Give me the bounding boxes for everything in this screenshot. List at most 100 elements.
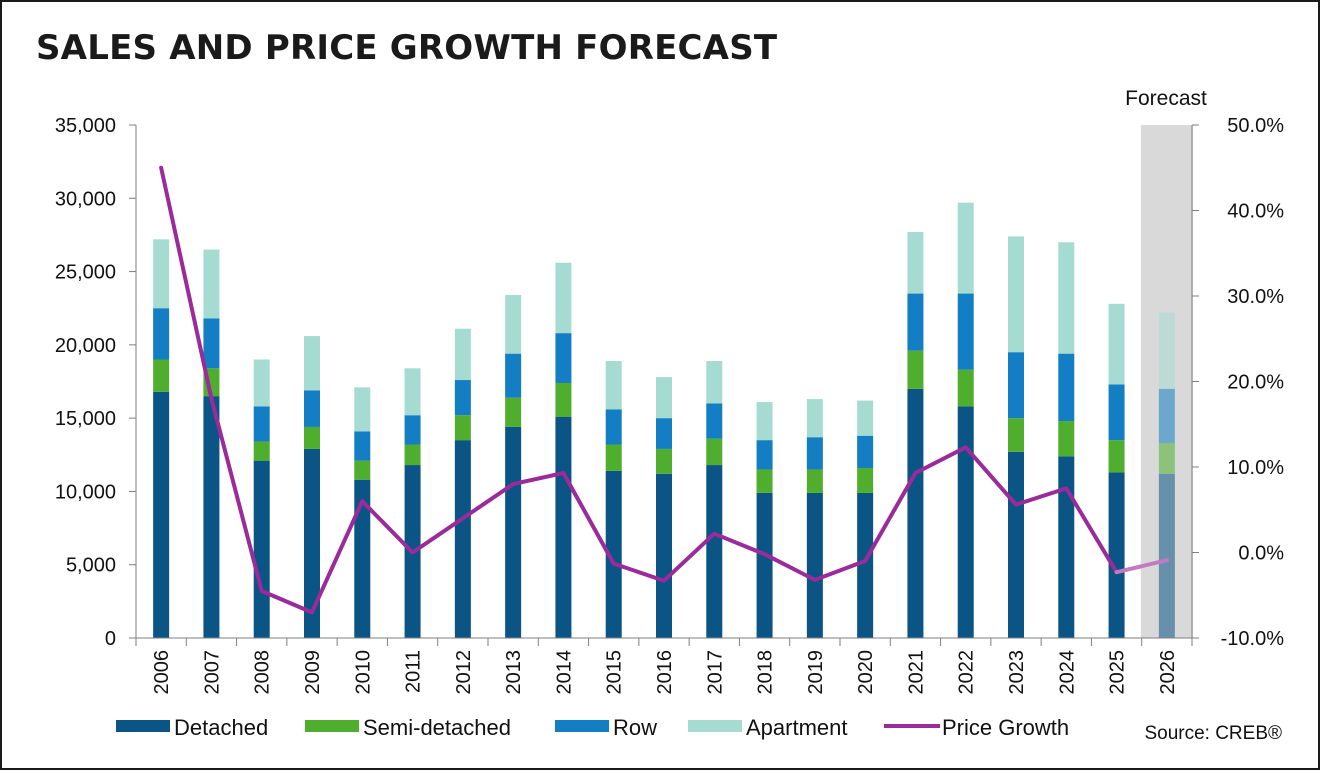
bar-detached-2006	[153, 391, 170, 638]
bar-semi-detached-2006	[153, 359, 170, 392]
bar-row-2012	[454, 380, 471, 416]
right-tick-label: 30.0%	[1227, 286, 1284, 308]
left-tick-label: 15,000	[55, 408, 116, 430]
bar-apartment-2022	[957, 202, 974, 294]
bar-row-2013	[505, 353, 522, 398]
bar-row-2022	[957, 293, 974, 370]
legend-label-semi-detached: Semi-detached	[363, 715, 511, 740]
bar-detached-2010	[354, 479, 371, 638]
bar-detached-2023	[1008, 451, 1024, 638]
x-tick-label-2026: 2026	[1157, 650, 1179, 695]
bar-detached-2019	[806, 492, 823, 638]
right-tick-label: 20.0%	[1227, 372, 1284, 394]
bar-detached-2020	[857, 492, 874, 638]
bar-detached-2007	[203, 396, 220, 638]
x-tick-label-2016: 2016	[654, 650, 676, 695]
left-tick-label: 20,000	[55, 335, 116, 357]
bar-detached-2026	[1158, 473, 1175, 638]
bar-semi-detached-2016	[656, 448, 672, 474]
bar-semi-detached-2022	[957, 369, 974, 407]
bar-row-2010	[354, 431, 371, 461]
bar-row-2015	[605, 409, 622, 445]
bar-row-2011	[404, 415, 421, 445]
bar-semi-detached-2014	[555, 382, 572, 417]
legend-label-row: Row	[613, 715, 657, 740]
bar-semi-detached-2012	[454, 415, 471, 441]
bar-apartment-2019	[806, 399, 823, 438]
legend-swatch-row	[555, 720, 609, 732]
x-tick-label-2011: 2011	[403, 650, 425, 693]
bar-apartment-2025	[1108, 303, 1125, 385]
left-tick-label: 30,000	[55, 188, 116, 210]
bar-apartment-2007	[203, 249, 220, 319]
bar-apartment-2024	[1058, 242, 1075, 354]
bar-row-2009	[304, 390, 320, 427]
x-tick-label-2013: 2013	[503, 650, 525, 695]
bar-apartment-2023	[1008, 236, 1024, 353]
bar-detached-2015	[605, 470, 622, 638]
x-tick-label-2021: 2021	[905, 650, 927, 695]
bar-detached-2024	[1058, 456, 1075, 638]
x-tick-label-2014: 2014	[553, 650, 575, 695]
bar-apartment-2018	[756, 402, 773, 441]
source-note: Source: CREB®	[1144, 723, 1282, 744]
bar-apartment-2021	[907, 231, 924, 294]
bar-apartment-2016	[656, 377, 672, 419]
bar-row-2019	[806, 437, 823, 470]
x-tick-label-2019: 2019	[805, 650, 827, 695]
forecast-label: Forecast	[1125, 87, 1207, 110]
bar-apartment-2006	[153, 239, 170, 309]
bar-row-2006	[153, 308, 170, 360]
x-tick-label-2008: 2008	[252, 650, 274, 695]
bar-row-2021	[907, 293, 924, 351]
x-tick-label-2024: 2024	[1056, 650, 1078, 695]
left-tick-label: 10,000	[55, 481, 116, 503]
bar-detached-2021	[907, 388, 924, 638]
bar-row-2014	[555, 333, 572, 383]
x-tick-label-2009: 2009	[302, 650, 324, 695]
bar-apartment-2020	[857, 400, 874, 436]
chart-title: SALES AND PRICE GROWTH FORECAST	[36, 28, 778, 68]
bar-apartment-2012	[454, 328, 471, 381]
bar-semi-detached-2019	[806, 469, 823, 493]
legend-label-detached: Detached	[174, 715, 268, 740]
bar-semi-detached-2011	[404, 444, 421, 466]
bar-row-2026	[1158, 388, 1175, 444]
x-tick-label-2007: 2007	[201, 650, 223, 695]
legend-swatch-detached	[116, 720, 170, 732]
x-tick-label-2006: 2006	[151, 650, 173, 695]
bar-row-2023	[1008, 352, 1024, 419]
bar-semi-detached-2021	[907, 350, 924, 389]
legend-swatch-semi-detached	[305, 720, 359, 732]
bar-semi-detached-2017	[706, 438, 723, 466]
legend-swatch-apartment	[688, 720, 742, 732]
right-tick-label: -10.0%	[1221, 628, 1285, 650]
legend-label-price-growth: Price Growth	[942, 715, 1069, 740]
left-tick-label: 5,000	[66, 555, 116, 577]
x-tick-label-2010: 2010	[352, 650, 374, 695]
bar-semi-detached-2008	[253, 441, 270, 461]
x-tick-label-2022: 2022	[956, 650, 978, 695]
bar-detached-2013	[505, 426, 522, 638]
legend-label-apartment: Apartment	[746, 715, 848, 740]
bar-detached-2017	[706, 465, 723, 638]
left-tick-label: 35,000	[55, 115, 116, 137]
bar-row-2025	[1108, 384, 1125, 441]
bar-semi-detached-2026	[1158, 443, 1175, 474]
bar-apartment-2013	[505, 295, 522, 354]
bar-apartment-2010	[354, 387, 371, 432]
bar-semi-detached-2018	[756, 469, 773, 493]
bar-detached-2009	[304, 448, 320, 638]
x-tick-label-2023: 2023	[1006, 650, 1028, 695]
bar-apartment-2015	[605, 360, 622, 410]
bar-row-2007	[203, 318, 220, 369]
x-tick-label-2012: 2012	[453, 650, 475, 695]
bar-row-2017	[706, 403, 723, 439]
bar-apartment-2008	[253, 359, 270, 407]
bar-detached-2014	[555, 416, 572, 638]
bar-semi-detached-2010	[354, 460, 371, 480]
bar-detached-2012	[454, 440, 471, 638]
bar-row-2020	[857, 435, 874, 468]
right-tick-label: 0.0%	[1238, 543, 1284, 565]
